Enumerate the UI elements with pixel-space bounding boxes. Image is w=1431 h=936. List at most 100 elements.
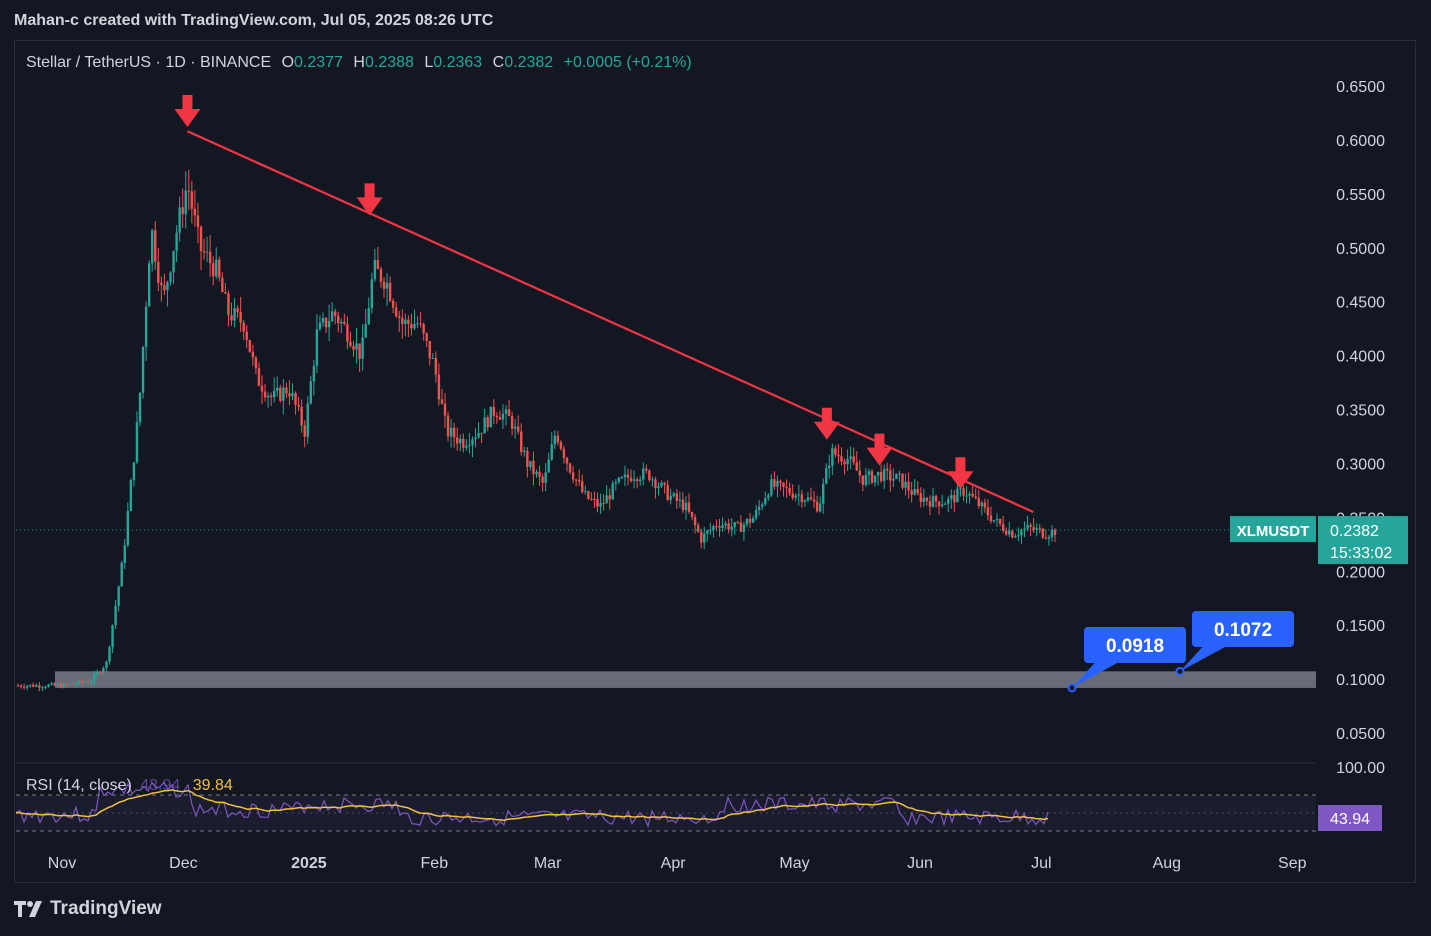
candle-body [578,479,581,482]
candle-body [791,493,794,498]
candle-body [556,435,560,443]
candle [706,529,709,542]
candle [19,683,23,689]
candle [22,683,26,690]
y-tick-label: 0.0500 [1336,726,1385,743]
candle-body [748,519,752,523]
candle-body [395,307,398,317]
candle [239,296,242,333]
rsi-label[interactable]: RSI (14, close) [26,777,132,794]
candle [904,473,907,496]
down-arrow-icon [356,183,383,216]
candle [266,392,270,408]
candle [205,236,209,262]
candle [654,476,657,499]
candle-body [297,404,300,407]
candle-body [257,368,261,386]
candle-body [279,387,282,401]
candle-body [65,683,68,685]
candle [196,202,200,244]
candle-body [812,499,816,502]
candle [684,496,688,520]
candle-body [928,501,932,507]
label-box [1084,627,1186,663]
candle [114,600,117,629]
candle [327,304,331,342]
candle-body [879,471,883,482]
candle-body [50,683,53,685]
candle-body [330,311,334,322]
candle [38,681,41,692]
candle-body [718,526,721,528]
tradingview-logo[interactable]: TradingView [14,898,162,920]
candle [291,383,294,401]
candle-body [989,515,993,522]
candle [715,519,718,532]
candle-body [806,497,810,501]
candle [398,310,401,332]
candle [431,353,434,360]
candle [986,499,990,521]
candle-body [846,458,849,465]
x-tick-label: Dec [169,855,197,872]
candle-body [724,523,727,526]
candle [639,476,642,487]
candle-body [452,427,456,438]
candle-body [260,385,264,392]
candle [71,683,75,685]
candle [361,324,364,371]
candle [59,680,62,689]
candle [764,491,767,506]
candle-body [404,319,407,325]
candle [93,670,96,685]
candle [681,492,685,513]
candle [334,308,337,325]
zone-high-label: 0.1072 [1175,611,1294,676]
candle [629,469,633,483]
candle-body [510,416,514,429]
candle-body [337,315,340,324]
candle [919,487,922,508]
candle [669,489,672,505]
candle [486,414,489,432]
candle-body [483,417,486,434]
candle [227,290,230,327]
candle-body [526,450,529,467]
candle [163,273,166,296]
y-tick-label: 0.3000 [1336,456,1385,473]
candle-body [1029,524,1032,527]
candle-body [937,501,941,507]
candle [541,473,544,492]
candle [1038,523,1041,534]
y-tick-label: 0.4000 [1336,349,1385,366]
candle [907,472,910,499]
candle [160,276,163,302]
candle [581,474,584,494]
candle [276,376,279,397]
candle [666,480,669,502]
candle-body [596,498,599,507]
symbol-name[interactable]: Stellar / TetherUS · 1D · BINANCE [26,54,272,71]
candle [102,666,105,676]
candle-body [639,479,642,482]
candle [269,392,273,406]
candle [452,422,456,448]
anchor-dot [1067,683,1077,693]
candle [754,505,758,521]
candle [995,513,999,527]
candle-body [742,524,746,532]
candle-body [675,493,678,501]
candle [379,266,383,288]
candle [184,171,187,229]
candle-body [303,425,306,437]
candle-body [212,263,215,277]
candle [321,312,325,327]
candle-body [251,351,255,358]
candle-body [855,462,858,471]
candle-body [986,507,990,516]
candle-body [245,331,248,341]
candle [700,528,703,549]
candle [294,391,297,415]
candle-body [1032,526,1035,530]
